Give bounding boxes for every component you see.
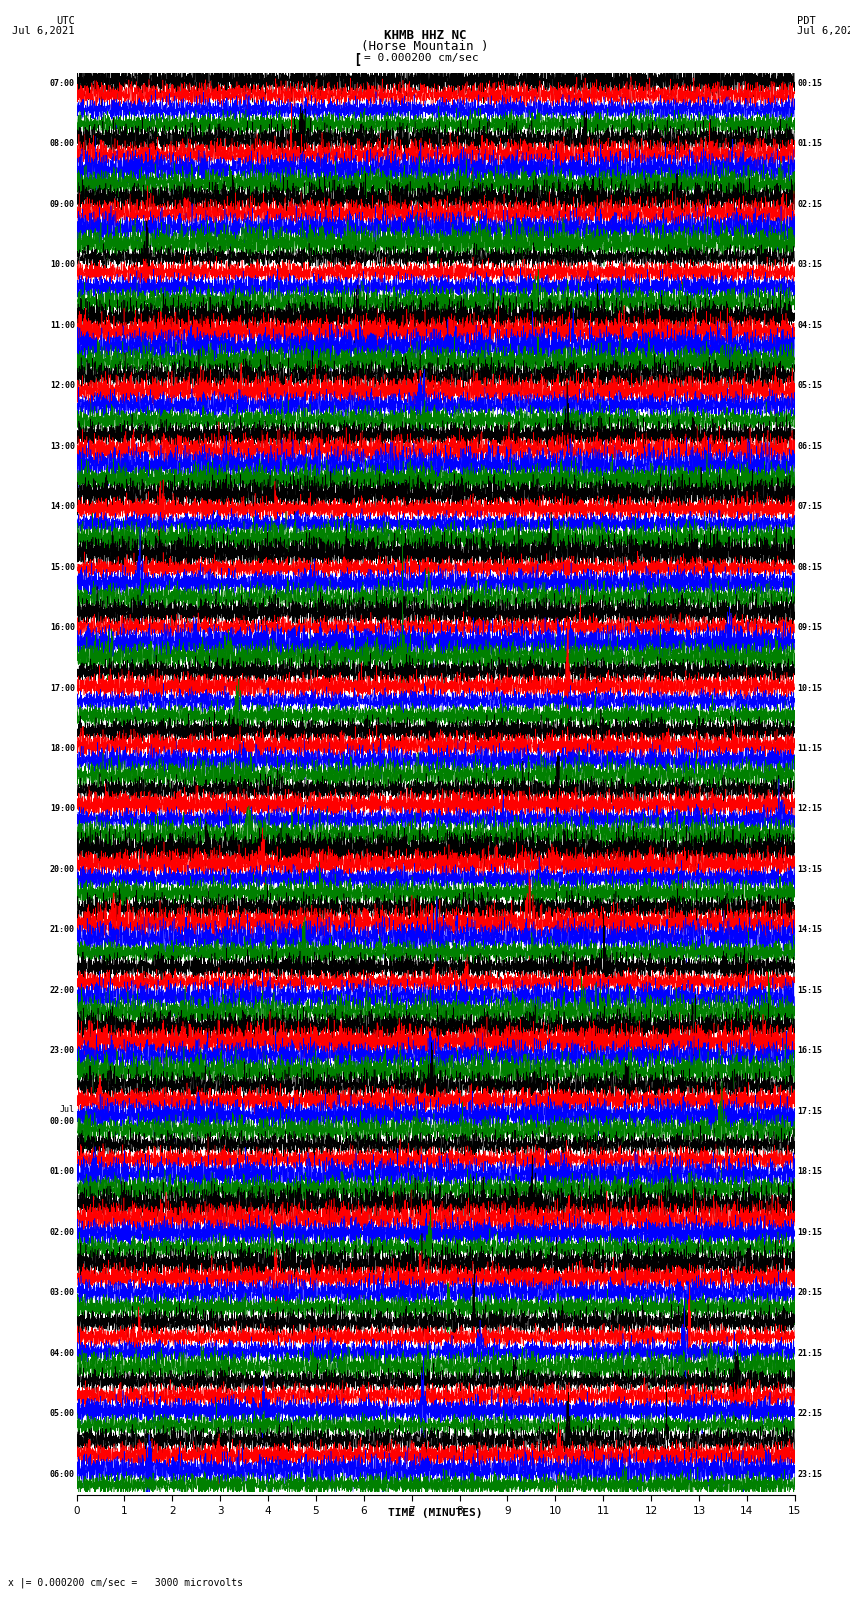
- Text: (Horse Mountain ): (Horse Mountain ): [361, 40, 489, 53]
- Text: 16:00: 16:00: [50, 623, 75, 632]
- Text: 05:15: 05:15: [797, 381, 822, 390]
- Text: [: [: [353, 53, 361, 68]
- Text: 06:15: 06:15: [797, 442, 822, 450]
- Text: 14:00: 14:00: [50, 502, 75, 511]
- Text: 09:15: 09:15: [797, 623, 822, 632]
- Text: 12:15: 12:15: [797, 805, 822, 813]
- Text: 08:15: 08:15: [797, 563, 822, 571]
- Text: 07:00: 07:00: [50, 79, 75, 87]
- Text: 01:15: 01:15: [797, 139, 822, 148]
- Text: 02:15: 02:15: [797, 200, 822, 208]
- Text: 05:00: 05:00: [50, 1410, 75, 1418]
- Text: 19:00: 19:00: [50, 805, 75, 813]
- Text: = 0.000200 cm/sec: = 0.000200 cm/sec: [364, 53, 479, 63]
- Text: 11:00: 11:00: [50, 321, 75, 329]
- Text: KHMB HHZ NC: KHMB HHZ NC: [383, 29, 467, 42]
- Text: 08:00: 08:00: [50, 139, 75, 148]
- Text: 18:00: 18:00: [50, 744, 75, 753]
- Text: 17:00: 17:00: [50, 684, 75, 692]
- Text: 03:00: 03:00: [50, 1289, 75, 1297]
- Text: 18:15: 18:15: [797, 1168, 822, 1176]
- Text: 20:15: 20:15: [797, 1289, 822, 1297]
- Text: 15:00: 15:00: [50, 563, 75, 571]
- Text: Jul 6,2021: Jul 6,2021: [797, 26, 850, 35]
- Text: TIME (MINUTES): TIME (MINUTES): [388, 1508, 483, 1518]
- Text: 15:15: 15:15: [797, 986, 822, 995]
- Text: 06:00: 06:00: [50, 1469, 75, 1479]
- Text: 22:15: 22:15: [797, 1410, 822, 1418]
- Text: 10:00: 10:00: [50, 260, 75, 269]
- Text: 19:15: 19:15: [797, 1227, 822, 1237]
- Text: 13:00: 13:00: [50, 442, 75, 450]
- Text: 17:15: 17:15: [797, 1107, 822, 1116]
- Text: 16:15: 16:15: [797, 1047, 822, 1055]
- Text: 07:15: 07:15: [797, 502, 822, 511]
- Text: 21:15: 21:15: [797, 1348, 822, 1358]
- Text: PDT: PDT: [797, 16, 816, 26]
- Text: x |= 0.000200 cm/sec =   3000 microvolts: x |= 0.000200 cm/sec = 3000 microvolts: [8, 1578, 243, 1589]
- Text: 13:15: 13:15: [797, 865, 822, 874]
- Text: 10:15: 10:15: [797, 684, 822, 692]
- Text: 11:15: 11:15: [797, 744, 822, 753]
- Text: 03:15: 03:15: [797, 260, 822, 269]
- Text: 01:00: 01:00: [50, 1168, 75, 1176]
- Text: 00:00: 00:00: [50, 1116, 75, 1126]
- Text: UTC: UTC: [56, 16, 75, 26]
- Text: 22:00: 22:00: [50, 986, 75, 995]
- Text: 02:00: 02:00: [50, 1227, 75, 1237]
- Text: Jul: Jul: [60, 1105, 75, 1115]
- Text: 23:15: 23:15: [797, 1469, 822, 1479]
- Text: Jul 6,2021: Jul 6,2021: [12, 26, 75, 35]
- Text: 04:15: 04:15: [797, 321, 822, 329]
- Text: 23:00: 23:00: [50, 1047, 75, 1055]
- Text: 09:00: 09:00: [50, 200, 75, 208]
- Text: 21:00: 21:00: [50, 926, 75, 934]
- Text: 12:00: 12:00: [50, 381, 75, 390]
- Text: 04:00: 04:00: [50, 1348, 75, 1358]
- Text: 00:15: 00:15: [797, 79, 822, 87]
- Text: 20:00: 20:00: [50, 865, 75, 874]
- Text: 14:15: 14:15: [797, 926, 822, 934]
